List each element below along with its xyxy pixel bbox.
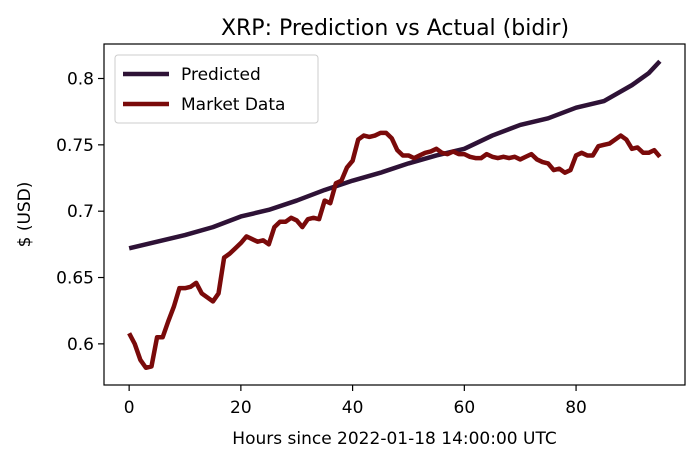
series-layer <box>127 59 662 370</box>
legend: Predicted Market Data <box>114 54 319 124</box>
chart-title: XRP: Prediction vs Actual (bidir) <box>221 16 569 41</box>
plot-frame <box>103 43 686 386</box>
x-tick-label: 20 <box>230 398 252 418</box>
y-tick-label: 0.6 <box>67 335 94 355</box>
y-tick-label: 0.8 <box>67 69 94 89</box>
x-axis: 0 20 40 60 80 <box>124 385 587 418</box>
series-line-market-data <box>127 130 662 370</box>
y-axis: 0.6 0.65 0.7 0.75 0.8 <box>56 69 104 355</box>
series-line-predicted <box>128 59 662 251</box>
legend-label-market-data: Market Data <box>181 95 285 115</box>
legend-label-predicted: Predicted <box>181 65 261 85</box>
x-tick-label: 40 <box>342 398 364 418</box>
x-tick-label: 0 <box>124 398 135 418</box>
x-tick-label: 60 <box>454 398 476 418</box>
x-tick-label: 80 <box>565 398 587 418</box>
y-axis-label: $ (USD) <box>15 182 35 248</box>
y-tick-label: 0.7 <box>67 202 94 222</box>
x-axis-label: Hours since 2022-01-18 14:00:00 UTC <box>232 429 556 449</box>
y-tick-label: 0.75 <box>56 136 94 156</box>
y-tick-label: 0.65 <box>56 269 94 289</box>
